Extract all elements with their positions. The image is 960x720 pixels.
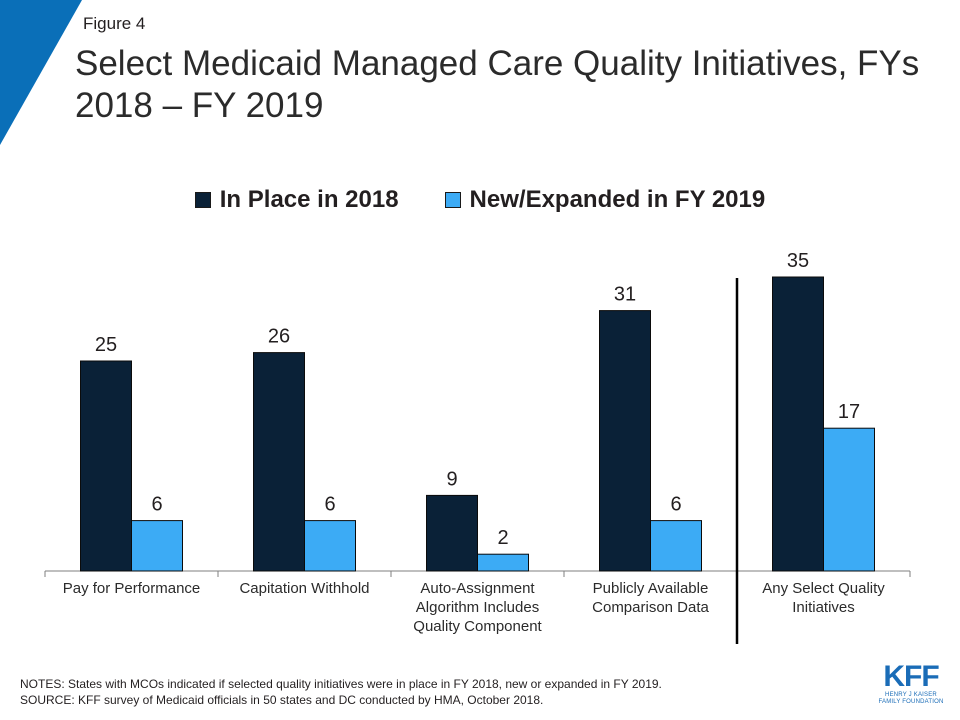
logo-text: KFF [883,660,939,693]
bar [80,360,132,572]
data-label: 6 [151,494,162,516]
legend-swatch-light [444,192,461,208]
bar [772,276,824,572]
x-tick-label: Initiatives [792,599,855,616]
legend-swatch-dark [194,192,211,208]
x-tick-label: Comparison Data [592,599,709,616]
x-tick-label: Capitation Withhold [239,580,369,597]
notes: NOTES: States with MCOs indicated if sel… [20,676,662,708]
source-line: SOURCE: KFF survey of Medicaid officials… [20,693,544,707]
data-label: 26 [268,326,290,348]
bar [650,520,702,572]
data-label: 2 [497,527,508,549]
bar [253,352,305,572]
data-label: 9 [446,468,457,490]
bar [823,427,875,572]
x-tick-label: Any Select Quality [762,580,885,597]
x-tick-label: Publicly Available [593,580,709,597]
kff-logo: KFF HENRY J KAISER FAMILY FOUNDATION [877,662,945,706]
x-tick-label: Auto-Assignment [420,580,535,597]
data-label: 31 [614,284,636,306]
legend: In Place in 2018 New/Expanded in FY 2019 [0,186,960,214]
x-tick-label: Algorithm Includes [416,599,539,616]
notes-line: NOTES: States with MCOs indicated if sel… [20,677,662,691]
data-label: 6 [324,494,335,516]
bar [599,310,651,572]
chart-title: Select Medicaid Managed Care Quality Ini… [75,44,920,125]
figure-label: Figure 4 [83,14,146,33]
bar [131,520,183,572]
data-label: 6 [670,494,681,516]
logo-subtext: HENRY J KAISER FAMILY FOUNDATION [878,692,944,705]
bar [477,553,529,572]
data-label: 17 [838,401,860,423]
legend-item-2018: In Place in 2018 [194,186,399,214]
legend-label-2018: In Place in 2018 [219,186,399,213]
legend-item-2019: New/Expanded in FY 2019 [444,186,766,214]
corner-accent [0,0,82,145]
data-label: 25 [95,334,117,356]
bar [304,520,356,572]
x-tick-label: Quality Component [413,618,542,635]
x-tick-label: Pay for Performance [63,580,201,597]
legend-label-2019: New/Expanded in FY 2019 [469,186,766,213]
data-label: 35 [787,250,809,272]
bar [426,494,478,572]
